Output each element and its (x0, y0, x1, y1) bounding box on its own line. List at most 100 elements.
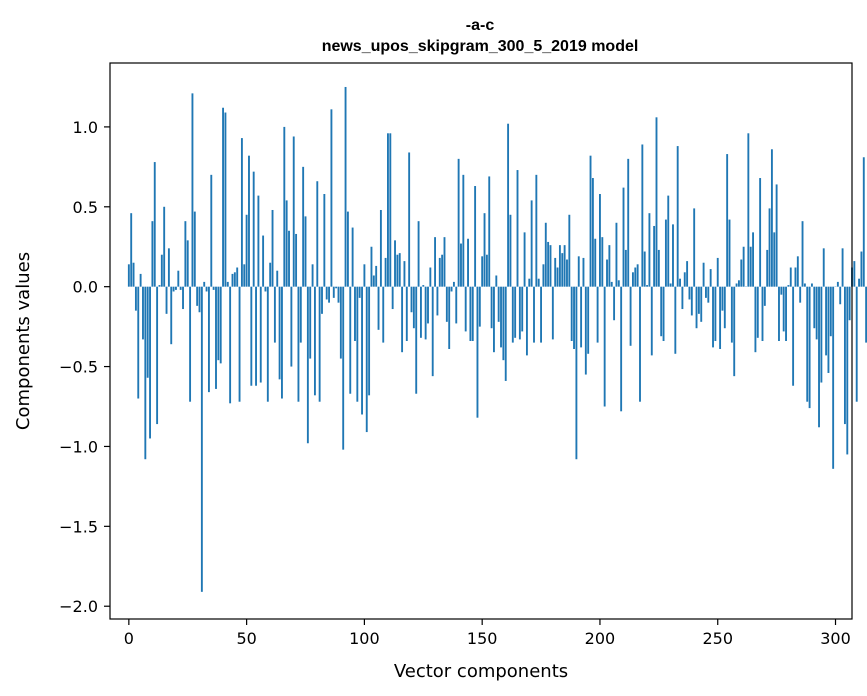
bar-141 (460, 243, 462, 287)
bar-295 (822, 248, 825, 287)
bar-110 (387, 133, 389, 287)
bar-244 (702, 262, 705, 287)
bar-218 (641, 144, 644, 287)
bar-18 (170, 286, 173, 345)
bar-78 (311, 264, 314, 287)
bar-17 (167, 248, 170, 287)
bar-284 (796, 256, 799, 287)
bar-313 (865, 286, 867, 343)
bar-176 (542, 264, 545, 287)
bar-226 (660, 286, 663, 337)
bar-68 (288, 230, 290, 287)
bar-109 (384, 257, 387, 287)
bar-35 (210, 174, 213, 287)
bar-153 (488, 176, 491, 287)
y-tick-label: −2.0 (59, 597, 98, 616)
bar-308 (853, 261, 856, 287)
bar-111 (389, 133, 392, 287)
bar-132 (438, 257, 441, 287)
bar-26 (189, 286, 192, 402)
bar-123 (417, 221, 420, 287)
bar-108 (382, 286, 385, 343)
bar-72 (297, 286, 300, 402)
bar-87 (332, 286, 335, 298)
bar-101 (365, 286, 368, 433)
bar-59 (266, 286, 269, 402)
bar-155 (493, 286, 495, 353)
bar-208 (617, 280, 620, 287)
y-tick-label: −1.0 (59, 437, 98, 456)
bar-113 (394, 240, 396, 287)
bar-279 (785, 286, 787, 341)
bar-15 (163, 206, 166, 287)
bar-231 (672, 224, 674, 287)
bar-80 (316, 181, 319, 287)
bar-189 (573, 286, 575, 349)
bar-156 (495, 275, 498, 287)
bar-180 (551, 286, 554, 340)
bar-9 (149, 286, 151, 439)
bar-34 (207, 286, 210, 393)
bar-147 (474, 186, 477, 287)
bar-57 (262, 235, 265, 287)
bar-41 (224, 112, 227, 287)
bar-312 (862, 157, 865, 287)
bar-146 (471, 286, 474, 341)
bar-191 (577, 256, 580, 287)
bar-38 (217, 286, 220, 361)
bar-112 (391, 286, 394, 310)
bar-96 (354, 286, 356, 341)
bar-288 (806, 286, 809, 402)
bars-group (127, 86, 867, 592)
bar-194 (584, 286, 587, 375)
bar-102 (368, 286, 371, 396)
bar-290 (811, 283, 813, 287)
bar-74 (302, 166, 305, 287)
bar-121 (412, 286, 415, 329)
bar-254 (726, 154, 729, 287)
bar-66 (283, 126, 286, 287)
bar-77 (309, 286, 312, 359)
bar-28 (193, 211, 196, 287)
bar-24 (184, 221, 187, 287)
bar-56 (259, 286, 262, 383)
bar-94 (349, 286, 352, 394)
bar-285 (799, 286, 802, 303)
bar-55 (257, 195, 260, 287)
bar-171 (530, 200, 533, 287)
bar-272 (768, 208, 771, 287)
bar-174 (537, 278, 540, 287)
bar-37 (215, 286, 217, 389)
plot-frame (109, 62, 853, 620)
bar-144 (467, 238, 469, 287)
bar-0 (127, 264, 130, 287)
bar-163 (511, 286, 514, 343)
bar-184 (561, 253, 564, 287)
chart-subtitle: news_upos_skipgram_300_5_2019 model (322, 38, 639, 55)
bar-177 (544, 222, 547, 287)
chart-title: -a-c (466, 17, 495, 34)
bar-175 (540, 286, 542, 343)
bar-158 (500, 286, 502, 348)
bar-172 (533, 286, 535, 343)
bar-229 (667, 195, 670, 287)
x-axis: 0 50 100 150 200 250 300 (124, 619, 851, 648)
bar-14 (160, 254, 163, 287)
bar-137 (450, 286, 453, 292)
bar-145 (469, 286, 472, 341)
bar-97 (356, 286, 359, 402)
bar-100 (363, 264, 366, 287)
bar-47 (238, 286, 241, 402)
bar-304 (843, 286, 846, 425)
bar-7 (144, 286, 147, 460)
bar-16 (165, 286, 168, 314)
bar-223 (653, 225, 656, 287)
bar-79 (313, 286, 316, 396)
bar-192 (580, 286, 583, 348)
bar-46 (236, 267, 239, 287)
bar-52 (250, 286, 253, 386)
bar-235 (681, 286, 684, 310)
bar-6 (142, 286, 144, 340)
bar-135 (445, 286, 448, 322)
